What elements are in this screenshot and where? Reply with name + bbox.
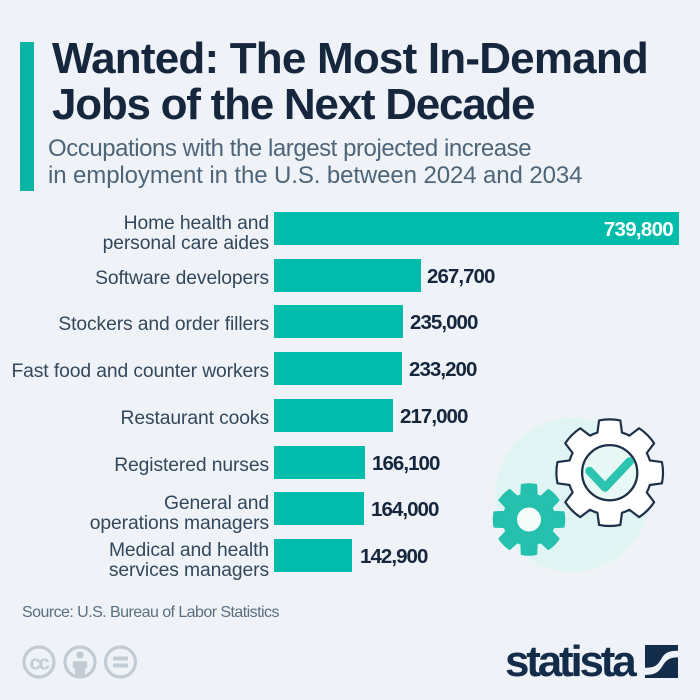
svg-text:cc: cc bbox=[29, 652, 49, 675]
